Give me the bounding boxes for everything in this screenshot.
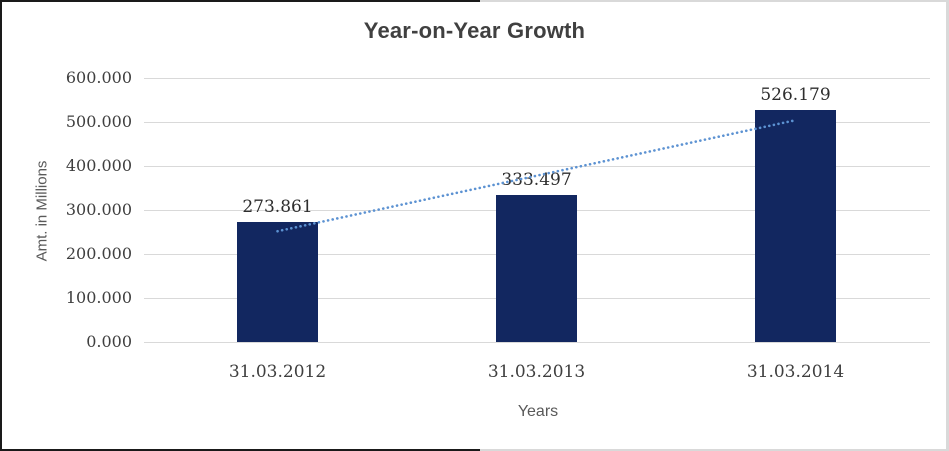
- y-tick-label: 300.000: [65, 200, 132, 219]
- gridline: [144, 165, 930, 167]
- border-bottom-black: [0, 449, 480, 451]
- border-left: [0, 0, 2, 451]
- gridline: [144, 77, 930, 79]
- gridline: [144, 341, 930, 343]
- bar-31.03.2014: [755, 110, 836, 342]
- data-label: 526.179: [760, 85, 831, 106]
- x-tick-label: 31.03.2014: [746, 362, 845, 382]
- trendline: [276, 118, 797, 233]
- border-right: [946, 0, 949, 451]
- chart-title: Year-on-Year Growth: [363, 18, 586, 43]
- x-tick-label: 31.03.2013: [487, 362, 586, 382]
- y-tick-label: 500.000: [65, 112, 132, 131]
- border-bottom-gray: [480, 449, 949, 451]
- border-top-gray: [480, 0, 949, 2]
- data-label: 333.497: [501, 170, 572, 191]
- y-tick-label: 0.000: [86, 332, 132, 351]
- y-tick-label: 100.000: [65, 288, 132, 307]
- y-tick-label: 400.000: [65, 156, 132, 175]
- bar-31.03.2012: [237, 221, 318, 342]
- data-label: 273.861: [242, 196, 313, 217]
- x-tick-label: 31.03.2012: [228, 362, 327, 382]
- x-axis-title: Years: [517, 403, 559, 420]
- y-tick-label: 200.000: [65, 244, 132, 263]
- y-tick-label: 600.000: [65, 68, 132, 87]
- bar-31.03.2013: [496, 195, 577, 342]
- border-top-black: [0, 0, 480, 2]
- gridline: [144, 121, 930, 123]
